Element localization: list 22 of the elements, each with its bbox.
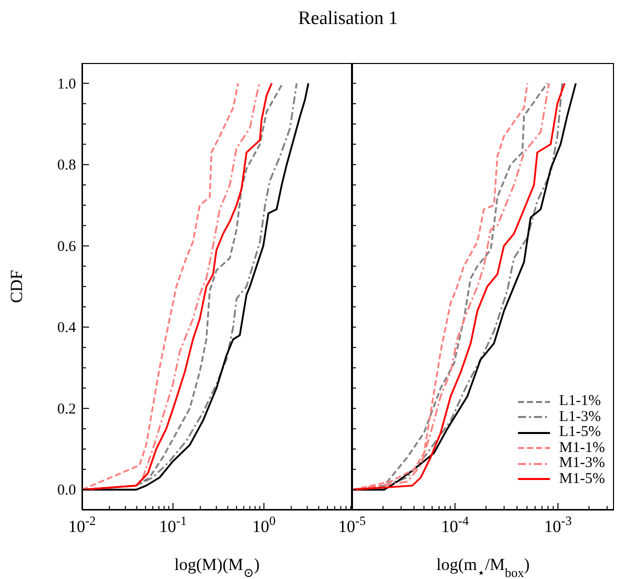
x-tick-label: 10$^{-4}$ — [441, 514, 470, 536]
chart-title: Realisation 1 — [297, 8, 399, 30]
legend-label: L1-5% — [559, 424, 601, 440]
y-tick-label: 0.4 — [57, 320, 76, 336]
y-tick-label: 0.8 — [57, 158, 76, 174]
legend-label: M1-3% — [559, 455, 605, 472]
x-tick-label: 10$^{-3}$ — [544, 514, 572, 536]
legend-label: M1-1% — [559, 440, 605, 456]
y-tick-label: 1.0 — [57, 76, 76, 92]
x-axis-title: log(M)(M$_{⊙}$) — [174, 555, 260, 579]
y-axis-title: CDF — [7, 270, 26, 304]
x-tick-label: 10$^{-5}$ — [338, 514, 366, 536]
x-tick-label: 10$^{-1}$ — [159, 514, 187, 536]
y-tick-label: 0.0 — [57, 482, 76, 499]
y-tick-label: 0.2 — [57, 401, 76, 418]
legend-label: L1-3% — [559, 408, 601, 425]
legend-label: M1-5% — [559, 470, 605, 487]
x-axis-title: log(m$_{⋆}$/M$_{box}$) — [436, 555, 530, 579]
x-tick-label: 10$^{0}$ — [252, 514, 276, 536]
legend-label: L1-1% — [559, 393, 601, 410]
y-tick-label: 0.6 — [57, 238, 76, 255]
x-tick-label: 10$^{-2}$ — [68, 514, 96, 536]
